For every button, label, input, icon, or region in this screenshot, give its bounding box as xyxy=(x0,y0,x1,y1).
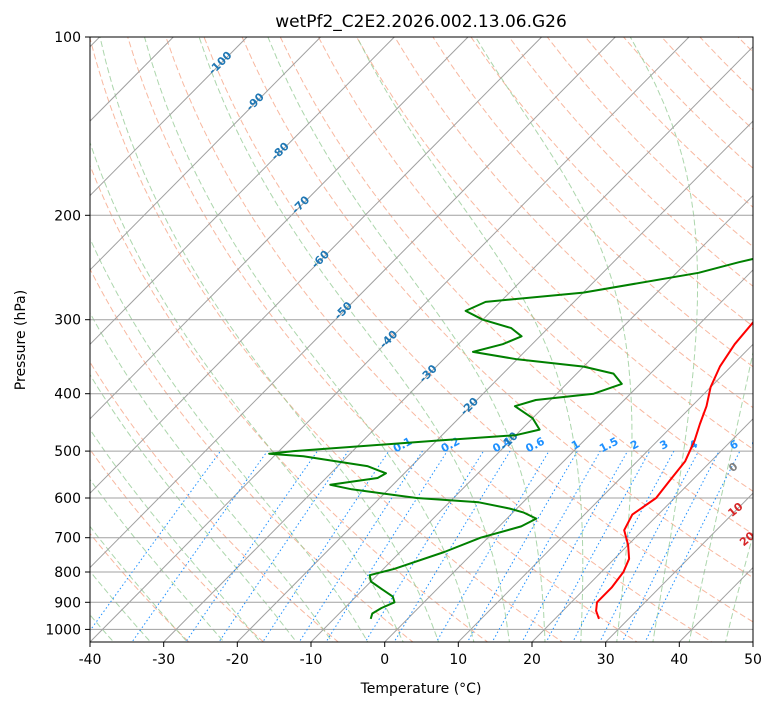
x-tick-label: -20 xyxy=(226,652,249,668)
x-tick-label: 10 xyxy=(449,652,467,668)
y-axis: 100 200 300 400 500 600 700 800 900 1000 xyxy=(45,30,90,638)
isotherm-line xyxy=(531,418,753,642)
y-tick-label: 100 xyxy=(54,30,81,46)
mixing-ratio-line xyxy=(364,450,484,642)
mixing-ratio-line xyxy=(218,450,349,642)
isotherm-line xyxy=(90,37,690,642)
x-tick-label: -10 xyxy=(300,652,323,668)
x-axis: -40 -30 -20 -10 0 10 20 30 40 50 xyxy=(79,642,762,668)
mixing-ratio-line xyxy=(298,450,423,642)
dry-adiabat xyxy=(356,37,753,450)
dewpoint-profile-line xyxy=(268,257,753,620)
mixing-ratio-line xyxy=(131,450,268,642)
isotherm-line xyxy=(90,37,616,569)
y-tick-label: 700 xyxy=(54,531,81,547)
isotherm-line xyxy=(90,37,542,494)
moist-adiabat xyxy=(90,525,188,642)
mixing-ratio-line xyxy=(572,450,675,642)
sounding-profiles xyxy=(268,257,753,620)
isotherm-line xyxy=(605,492,753,642)
y-tick-label: 800 xyxy=(54,565,81,581)
y-axis-label: Pressure (hPa) xyxy=(13,290,29,390)
y-tick-label: 400 xyxy=(54,387,81,403)
x-tick-label: 40 xyxy=(670,652,688,668)
isotherm-line xyxy=(90,37,469,420)
mixing-ratio-line xyxy=(90,450,221,632)
y-tick-label: 200 xyxy=(54,208,81,224)
mixing-ratio-line xyxy=(466,450,578,642)
x-tick-label: 30 xyxy=(597,652,615,668)
y-tick-label: 500 xyxy=(54,444,81,460)
mixing-ratio-label: 8 xyxy=(750,437,763,452)
y-tick-label: 300 xyxy=(54,313,81,329)
x-tick-label: 50 xyxy=(744,652,762,668)
dry-adiabat xyxy=(470,37,753,327)
y-tick-label: 900 xyxy=(54,595,81,611)
x-axis-label: Temperature (°C) xyxy=(360,681,482,697)
mixing-ratio-line xyxy=(185,450,318,642)
y-tick-label: 1000 xyxy=(45,622,81,638)
mixing-ratio-line xyxy=(435,450,550,642)
plot-frame xyxy=(89,36,754,643)
mixing-ratio-line xyxy=(262,450,390,642)
moist-adiabat xyxy=(90,570,152,642)
mixing-ratio-line xyxy=(521,450,629,642)
isotherm-line xyxy=(384,269,753,642)
x-tick-label: 0 xyxy=(380,652,389,668)
mixing-ratio-line xyxy=(545,450,651,642)
isotherm-line xyxy=(90,37,395,346)
y-tick-label: 600 xyxy=(54,491,81,507)
isotherm-line xyxy=(236,120,753,642)
isotherms xyxy=(90,37,753,642)
temperature-profile-line xyxy=(595,320,753,620)
isotherm-line xyxy=(310,194,753,642)
x-tick-label: -30 xyxy=(152,652,175,668)
isotherm-line xyxy=(90,37,321,271)
isotherm-line xyxy=(90,37,248,197)
isotherm-line xyxy=(457,343,753,642)
x-tick-label: 20 xyxy=(523,652,541,668)
mixing-ratio-line xyxy=(491,450,601,642)
x-tick-label: -40 xyxy=(79,652,102,668)
isotherm-line xyxy=(163,45,753,642)
mixing-ratio-line xyxy=(393,450,511,642)
chart-title: wetPf2_C2E2.2026.002.13.06.G26 xyxy=(275,12,567,32)
